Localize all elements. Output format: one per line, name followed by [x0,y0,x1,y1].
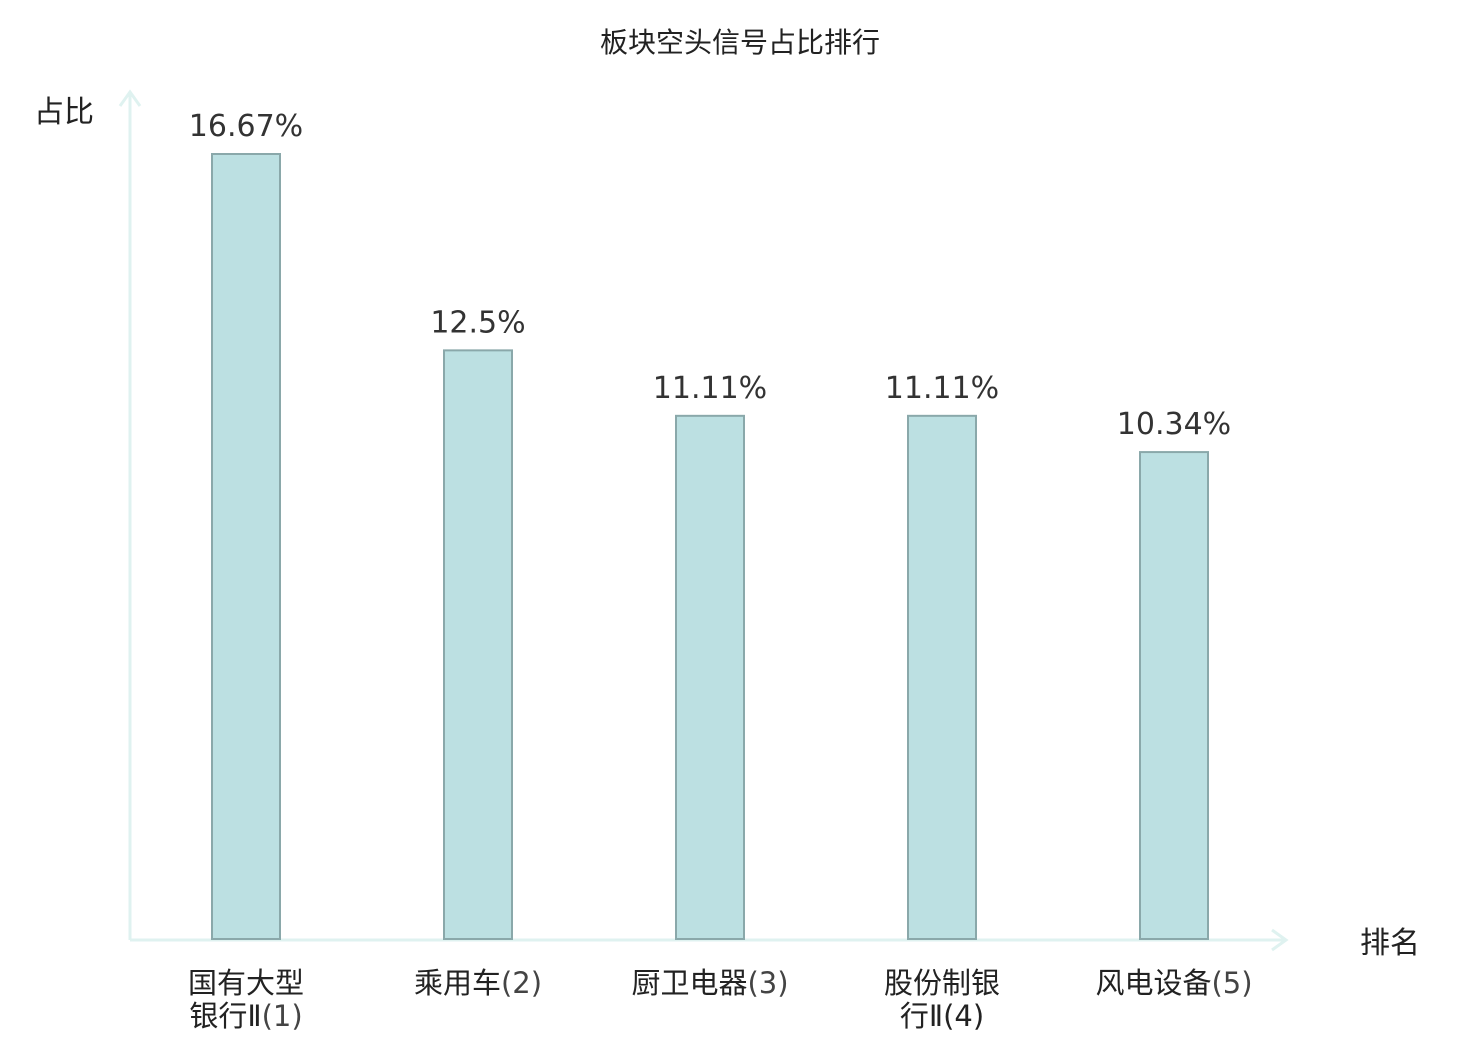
bar-4 [907,414,977,941]
category-rank-4: (4) [943,999,984,1033]
y-axis-label: 占比 [34,95,94,130]
x-axis-label: 排名 [1360,926,1420,961]
y-axis-arrow-icon [118,89,142,107]
category-label-1-line-1: 国有大型 [188,966,304,1000]
category-rank-2: (2) [501,966,542,1000]
category-rank-3: (3) [747,966,788,1000]
category-label-4-line-2: 行Ⅱ(4) [900,999,984,1033]
bar-1 [211,153,281,940]
value-label-4: 11.11% [885,371,999,406]
bar-5 [1139,451,1209,940]
category-label-1-line-2: 银行Ⅱ(1) [189,999,302,1033]
x-axis-arrow-icon [1271,928,1289,952]
value-label-3: 11.11% [653,371,767,406]
bar-2 [443,349,513,940]
value-label-2: 12.5% [430,305,525,340]
bars-group [211,153,1209,941]
category-label-3-line-1: 厨卫电器(3) [631,966,788,1000]
category-rank-5: (5) [1211,966,1252,1000]
category-rank-1: (1) [262,999,303,1033]
category-label-4-line-1: 股份制银 [884,966,1000,1000]
category-label-5-line-1: 风电设备(5) [1095,966,1252,1000]
category-label-2-line-1: 乘用车(2) [414,966,542,1000]
chart-title: 板块空头信号占比排行 [600,26,880,59]
value-label-5: 10.34% [1117,407,1231,442]
value-label-1: 16.67% [189,109,303,144]
bar-3 [675,414,745,941]
value-labels-group: 16.67% 12.5% 11.11% 11.11% 10.34% [189,109,1231,442]
